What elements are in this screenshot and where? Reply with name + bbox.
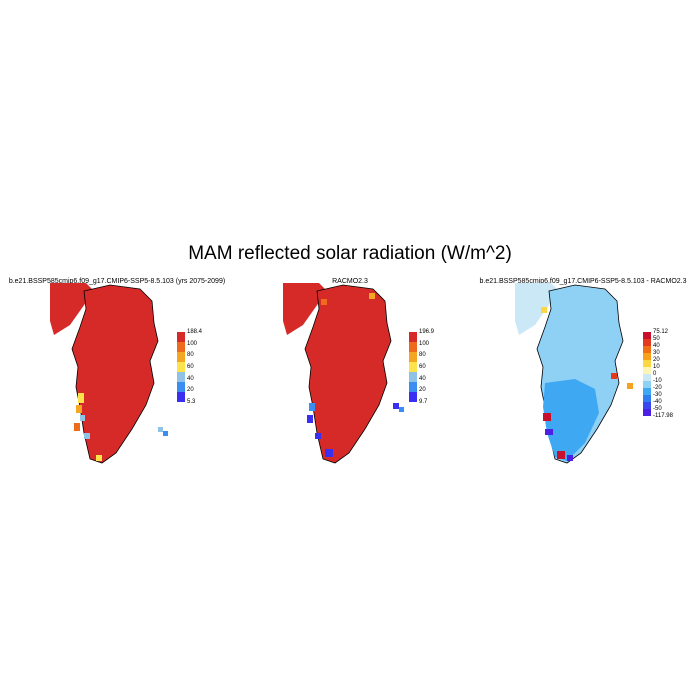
colorbar-label: -10 <box>653 378 662 384</box>
colorbar-box <box>643 353 651 360</box>
coastal-cell <box>557 451 565 459</box>
coastal-cell <box>315 433 321 439</box>
coastal-cell <box>84 433 90 439</box>
coastal-cell <box>309 403 315 411</box>
colorbar-box <box>643 381 651 388</box>
coastal-cell <box>80 415 85 421</box>
colorbar-box <box>643 339 651 346</box>
colorbar-label: -50 <box>653 406 662 412</box>
colorbar-box <box>643 374 651 381</box>
colorbar-box <box>177 352 185 362</box>
greenland-map-racmo <box>283 283 404 464</box>
coastal-cell <box>567 455 573 461</box>
colorbar-box <box>177 332 185 342</box>
coastal-cell <box>369 293 375 299</box>
colorbar-racmo: 196.9 100 80 60 40 20 9.7 <box>409 329 434 405</box>
iceland-cell <box>399 407 404 412</box>
coastal-cell <box>74 423 80 431</box>
colorbar-box <box>409 372 417 382</box>
colorbar-label: 10 <box>653 364 660 370</box>
colorbar-label: 75.12 <box>653 329 669 335</box>
colorbar-model: 188.4 100 80 60 40 20 5.3 <box>177 329 202 405</box>
colorbar-box <box>177 382 185 392</box>
colorbar-difference: 75.12 50 40 30 20 10 0 -10 -20 -30 -40 -50 -117.98 <box>643 329 673 419</box>
colorbar-label: 100 <box>419 340 430 347</box>
panel-title-model: b.e21.BSSP585cmip6.f09_g17.CMIP6-SSP5-8.… <box>8 278 226 285</box>
colorbar-box <box>409 352 417 362</box>
coastal-cell <box>543 413 551 421</box>
colorbar-box <box>177 392 185 402</box>
colorbar-box <box>409 332 417 342</box>
colorbar-label: 40 <box>187 375 194 382</box>
coastal-cell <box>611 373 617 379</box>
colorbar-box <box>409 342 417 352</box>
colorbar-box <box>643 367 651 374</box>
northwest-land-patch <box>50 283 94 335</box>
colorbar-label: 60 <box>187 364 194 370</box>
colorbar-label: 5.3 <box>187 399 196 405</box>
colorbar-box <box>643 402 651 409</box>
colorbar-label: 40 <box>419 375 426 382</box>
coastal-cell <box>541 307 547 313</box>
colorbar-box <box>409 392 417 402</box>
iceland-cell <box>627 383 633 389</box>
colorbar-label: 20 <box>653 357 660 363</box>
colorbar-box <box>643 332 651 339</box>
northwest-land-patch <box>515 283 559 335</box>
colorbar-box <box>177 342 185 352</box>
iceland-cell <box>163 431 168 436</box>
colorbar-label: 20 <box>187 387 194 394</box>
colorbar-label: 20 <box>419 387 426 394</box>
colorbar-box <box>177 372 185 382</box>
colorbar-label: -117.98 <box>653 413 673 419</box>
iceland-cell <box>158 427 163 432</box>
greenland-field <box>304 284 392 464</box>
figure-title: MAM reflected solar radiation (W/m^2) <box>188 243 512 264</box>
colorbar-box <box>643 346 651 353</box>
coastal-cell <box>325 449 333 457</box>
colorbar-box <box>177 362 185 372</box>
colorbar-label: -40 <box>653 399 662 405</box>
southern-negative-field <box>543 379 599 461</box>
colorbar-box <box>643 388 651 395</box>
colorbar-label: 100 <box>187 340 198 347</box>
colorbar-label: 196.9 <box>419 329 435 335</box>
panel-title-difference: b.e21.BSSP585cmip6.f09_g17.CMIP6-SSP5-8.… <box>479 278 687 285</box>
colorbar-label: -20 <box>653 385 662 391</box>
iceland-cell <box>393 403 399 409</box>
colorbar-label: 80 <box>419 352 426 359</box>
colorbar-box <box>409 362 417 372</box>
coastal-cell <box>321 299 327 305</box>
colorbar-box <box>409 382 417 392</box>
coastal-cell <box>76 405 82 413</box>
colorbar-label: 80 <box>187 352 194 359</box>
greenland-map-difference <box>515 283 633 464</box>
colorbar-box <box>643 409 651 416</box>
colorbar-box <box>643 395 651 402</box>
colorbar-label: -30 <box>653 392 662 398</box>
coastal-cell <box>307 415 313 423</box>
greenland-map-model <box>50 283 168 464</box>
coastal-cell <box>78 393 84 403</box>
northwest-land-patch <box>283 283 327 335</box>
colorbar-label: 30 <box>653 350 660 356</box>
colorbar-label: 50 <box>653 336 660 342</box>
colorbar-label: 9.7 <box>419 399 428 405</box>
colorbar-label: 0 <box>653 371 657 377</box>
panel-title-racmo: RACMO2.3 <box>332 278 368 285</box>
colorbar-label: 60 <box>419 364 426 370</box>
greenland-field <box>71 284 159 464</box>
coastal-cell <box>545 429 553 435</box>
coastal-cell <box>96 455 102 461</box>
colorbar-box <box>643 360 651 367</box>
colorbar-label: 188.4 <box>187 329 203 335</box>
colorbar-label: 40 <box>653 343 660 349</box>
